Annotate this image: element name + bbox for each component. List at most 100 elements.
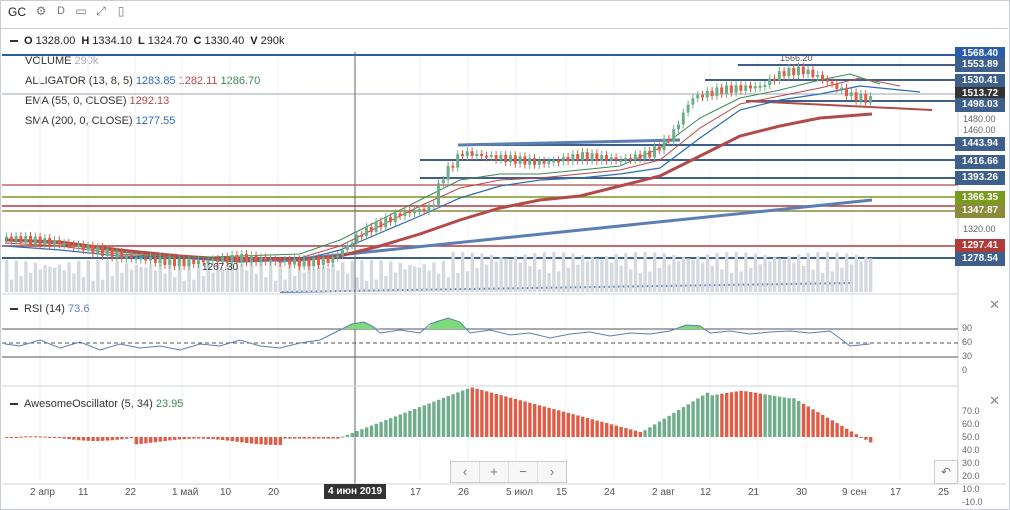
ao-bar [398,414,402,437]
ao-bar [96,437,100,441]
zoom-out-button[interactable]: − [509,462,538,482]
low-annotation: 1267.30 [202,262,239,273]
candle [389,217,392,222]
time-tick: 10 [220,487,232,498]
price-level-label[interactable]: 1498.03 [955,98,1005,112]
candle [504,154,508,163]
collapse-icon[interactable] [10,40,18,43]
candle [686,104,690,113]
candle [115,251,119,258]
ao-bar [437,399,441,437]
ao-bar [797,401,801,437]
price-level-label[interactable]: 1393.26 [955,171,1005,185]
ao-legend[interactable]: AwesomeOscillator (5, 34) 23.95 [10,398,183,410]
ema-legend[interactable]: EMA (55, 0, CLOSE) 1292.13 [25,95,170,107]
ao-bar [734,391,738,437]
layout-icon[interactable]: ▯ [117,4,125,18]
volume-bar [653,252,657,292]
volume-bar [331,264,335,292]
volume-bar [542,252,546,292]
sma-legend[interactable]: SMA (200, 0, CLOSE) 1277.55 [25,115,176,127]
candle [537,160,541,165]
ao-bar [345,434,350,437]
volume-bar [33,262,38,292]
ao-bar [494,393,498,437]
volume-bar [91,280,95,292]
peak-annotation: 1566.20 [780,53,813,63]
price-level-label[interactable]: 1366.35 [955,191,1005,205]
volume-bar [470,252,474,292]
candle [557,160,560,163]
zoom-in-button[interactable]: + [480,462,509,482]
ao-bar [19,436,23,438]
close-icon[interactable]: ✕ [989,297,1000,312]
volume-bar [537,269,542,292]
ao-bar [365,427,369,437]
volume-bar [859,261,863,292]
toolbar-divider [0,28,1008,29]
price-level-label[interactable]: 1297.41 [955,239,1005,253]
rsi-legend[interactable]: RSI (14) 73.6 [10,303,89,315]
price-level-label[interactable]: 1416.66 [955,155,1005,169]
ao-bar [115,437,119,440]
volume-bar [302,272,306,292]
time-tick: 30 [796,487,808,498]
ao-bar [845,428,849,437]
ao-bar [513,398,518,437]
ao-tick: 50.0 [962,432,980,442]
price-level-label[interactable]: 1530.41 [955,74,1005,88]
top-toolbar: GC ⚙ D ▭ ⤢ ▯ [0,0,1008,26]
volume-bar [374,279,378,292]
ao-bar [547,407,551,437]
chart-type-icon[interactable]: ▭ [75,4,87,18]
candle [67,242,71,245]
volume-bar [365,280,369,292]
price-level-label[interactable]: 1347.87 [955,204,1005,218]
ao-bar [701,395,705,437]
ao-bar [681,407,686,437]
ao-bar [662,418,666,437]
ao-bar [48,436,52,438]
volume-bar [144,267,148,292]
volume-legend[interactable]: VOLUME 290k [25,55,99,67]
ao-bar [600,421,604,437]
price-level-label[interactable]: 1568.40 [955,47,1005,61]
ao-bar [816,412,820,437]
price-level-label[interactable]: 1443.94 [955,137,1005,151]
time-tick: 26 [458,487,470,498]
ao-bar [350,432,354,437]
ao-bar [355,431,359,437]
gear-icon[interactable]: ⚙ [35,4,47,18]
scroll-right-button[interactable]: › [549,464,555,479]
ao-bar [648,427,652,437]
ao-bar [581,416,585,437]
reset-chart-icon[interactable]: ↶ [934,460,958,484]
price-level-label[interactable]: 1278.54 [955,252,1005,266]
volume-bar [715,252,719,292]
candle [643,150,647,159]
symbol-label[interactable]: GC [8,5,26,19]
ao-bar [278,437,282,445]
price-chart[interactable] [0,28,1008,508]
candle [163,257,167,265]
ao-bar [715,394,719,437]
ao-bar [129,437,134,439]
timeframe-button[interactable]: D [57,5,65,17]
volume-bar [321,266,326,292]
candle [710,90,714,96]
ao-bar [230,437,234,442]
volume-bar [773,257,777,292]
volume-bar [528,265,532,292]
price-level-label[interactable]: 1553.89 [955,58,1005,72]
volume-bar [840,267,844,292]
scroll-left-button[interactable]: ‹ [451,462,480,482]
volume-bar [158,262,162,292]
volume-bar [734,252,738,292]
close-icon[interactable]: ✕ [989,393,1000,408]
price-level-label[interactable]: 1513.72 [955,87,1005,101]
candle [422,208,426,212]
ao-tick: 10.0 [962,484,980,494]
fullscreen-icon[interactable]: ⤢ [96,4,106,18]
candle [480,154,484,157]
volume-bar [485,264,489,292]
